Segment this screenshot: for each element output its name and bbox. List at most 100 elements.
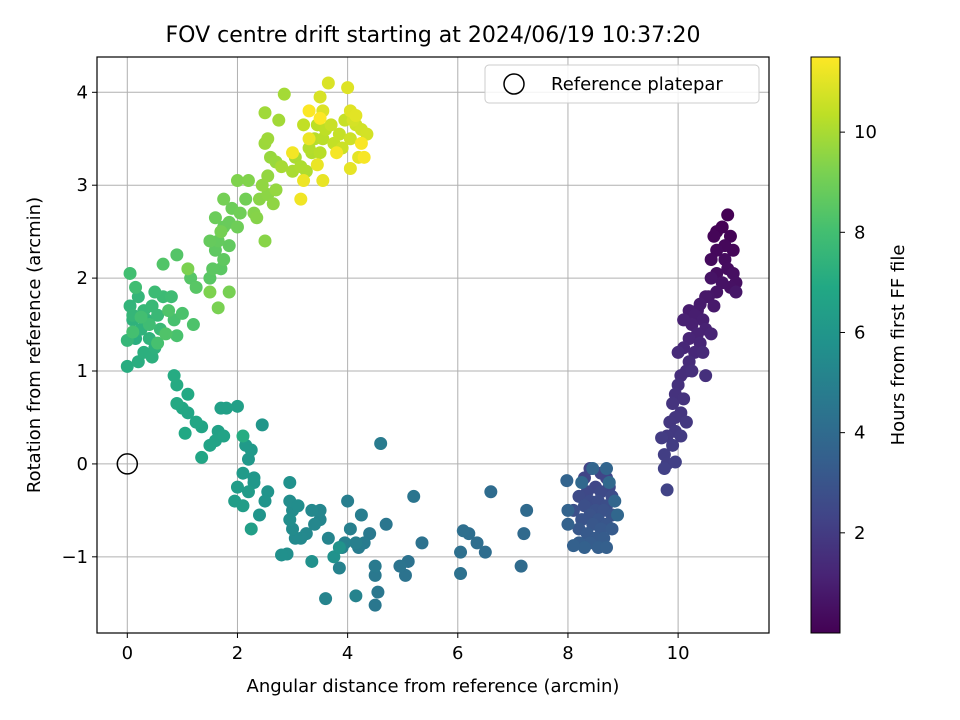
data-point (148, 285, 162, 299)
data-point (721, 208, 735, 222)
x-axis-ticks: 0 2 4 6 8 10 (122, 633, 690, 664)
data-point (261, 169, 275, 183)
data-point (258, 106, 272, 120)
data-point (142, 318, 156, 332)
legend-box (484, 64, 760, 104)
colorbar-ticks: 2 4 6 8 10 (840, 122, 877, 544)
data-point (605, 522, 619, 536)
data-point (134, 310, 148, 324)
data-point (517, 527, 531, 541)
legend-entry: Reference platepar (551, 74, 723, 95)
data-point (241, 174, 255, 188)
data-point (305, 503, 319, 517)
colorbar-tick-label: 4 (854, 423, 865, 444)
data-point (181, 387, 195, 401)
y-axis-ticks: −1 0 1 2 3 4 (61, 82, 97, 568)
data-point (308, 517, 322, 531)
data-point (685, 364, 699, 378)
legend-marker (503, 73, 525, 95)
data-point (164, 290, 178, 304)
data-point (175, 306, 189, 320)
data-point (236, 466, 250, 480)
data-point (321, 531, 335, 545)
data-point (203, 285, 217, 299)
data-point (283, 513, 297, 527)
data-point (379, 517, 393, 531)
data-point (602, 475, 616, 489)
data-point (343, 132, 357, 146)
data-point (371, 585, 385, 599)
data-point (704, 327, 718, 341)
data-point (167, 369, 181, 383)
x-tick-label: 8 (562, 643, 573, 664)
data-point (575, 475, 589, 489)
data-point (283, 475, 297, 489)
data-point (236, 429, 250, 443)
data-point (310, 158, 324, 172)
data-point (707, 299, 721, 313)
data-point (214, 225, 228, 239)
data-point (608, 494, 622, 508)
data-point (252, 508, 266, 522)
data-point (250, 211, 264, 225)
data-point (484, 485, 498, 499)
data-point (239, 192, 253, 206)
data-point (729, 285, 743, 299)
colorbar-tick-label: 2 (854, 523, 865, 544)
data-point (514, 559, 528, 573)
data-point (255, 418, 269, 432)
colorbar-tick-label: 6 (854, 322, 865, 343)
data-point (275, 160, 289, 174)
data-points (120, 76, 743, 612)
data-point (657, 462, 671, 476)
data-point (561, 517, 575, 531)
data-point (332, 561, 346, 575)
data-point (674, 429, 688, 443)
data-point (217, 192, 231, 206)
data-point (577, 541, 591, 555)
data-point (230, 399, 244, 413)
data-point (668, 455, 682, 469)
data-point (478, 545, 492, 559)
plot-frame (96, 56, 770, 634)
data-point (286, 146, 300, 160)
data-point (170, 248, 184, 262)
data-point (319, 592, 333, 606)
data-point (302, 132, 316, 146)
data-point (660, 483, 674, 497)
data-point (313, 146, 327, 160)
data-point (269, 183, 283, 197)
data-point (244, 522, 258, 536)
data-point (704, 253, 718, 267)
data-point (123, 266, 137, 280)
data-point (156, 257, 170, 271)
data-point (666, 397, 680, 411)
data-point (560, 474, 574, 488)
legend: Reference platepar (484, 64, 760, 104)
data-point (454, 567, 468, 581)
data-point (349, 536, 363, 550)
data-point (677, 392, 691, 406)
data-point (330, 146, 344, 160)
data-point (230, 174, 244, 188)
data-point (230, 220, 244, 234)
data-point (415, 536, 429, 550)
data-point (195, 450, 209, 464)
data-point (704, 271, 718, 285)
data-point (707, 229, 721, 243)
data-point (206, 262, 220, 276)
data-point (203, 438, 217, 452)
data-point (120, 359, 134, 373)
data-point (316, 174, 330, 188)
data-point (186, 318, 200, 332)
data-point (456, 524, 470, 538)
data-point (291, 499, 305, 513)
data-point (313, 111, 327, 125)
data-point (162, 304, 176, 318)
data-point (297, 118, 311, 132)
data-point (214, 401, 228, 415)
x-axis-label: Angular distance from reference (arcmin) (247, 676, 620, 697)
data-point (297, 174, 311, 188)
grid-lines (97, 57, 769, 633)
data-point (294, 192, 308, 206)
